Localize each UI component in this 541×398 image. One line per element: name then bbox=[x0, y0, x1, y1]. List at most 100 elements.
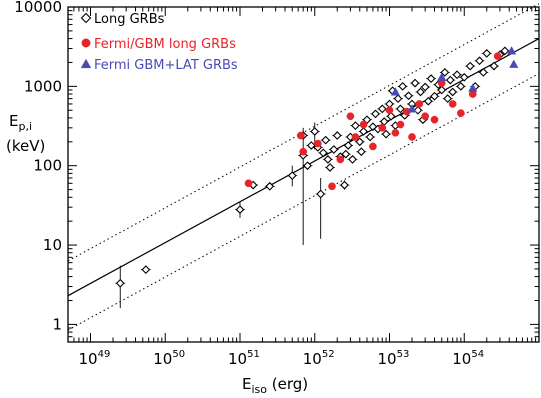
x-axis-title-main: E bbox=[242, 375, 251, 393]
long-grb-point bbox=[332, 131, 342, 140]
x-axis-title-sub: iso bbox=[251, 383, 267, 396]
long-grb-point bbox=[377, 104, 387, 114]
x-tick-base: 10 bbox=[303, 350, 322, 368]
fermi-gbm-point bbox=[396, 120, 405, 129]
fermi-lat-point bbox=[407, 104, 417, 113]
x-tick-label: 1049 bbox=[79, 349, 111, 368]
long-grb-point bbox=[500, 46, 510, 56]
fermi-gbm-point bbox=[391, 128, 400, 137]
legend-marker-triangle bbox=[80, 58, 92, 69]
fermi-gbm-point bbox=[456, 109, 465, 117]
fermi-lat-point bbox=[506, 46, 517, 55]
x-tick-label: 1051 bbox=[228, 349, 260, 368]
long-grb-point bbox=[235, 205, 245, 214]
long-grb-point bbox=[475, 56, 484, 66]
legend-marker-circle bbox=[81, 38, 91, 48]
long-grb-point bbox=[448, 87, 458, 97]
x-tick-exponent: 52 bbox=[322, 349, 335, 360]
fermi-gbm-point bbox=[378, 123, 387, 132]
long-grb-point bbox=[325, 163, 335, 172]
y-axis-title-unit: (keV) bbox=[6, 137, 45, 155]
long-grb-point bbox=[452, 70, 462, 80]
long-grb-point bbox=[423, 96, 433, 106]
legend-marker-diamond bbox=[80, 12, 92, 24]
fermi-gbm-point bbox=[351, 133, 360, 141]
long-grb-point bbox=[303, 161, 312, 171]
fermi-lat-point bbox=[390, 87, 401, 96]
y-tick-label: 1 bbox=[52, 315, 62, 333]
fermi-lat-point bbox=[509, 59, 519, 68]
long-grb-point bbox=[310, 127, 320, 136]
legend: Long GRBs Fermi/GBM long GRBs Fermi GBM+… bbox=[80, 12, 238, 73]
x-tick-exponent: 53 bbox=[397, 349, 410, 360]
fermi-gbm-point bbox=[328, 182, 336, 191]
long-grb-point bbox=[141, 265, 151, 275]
long-grb-point bbox=[404, 91, 413, 101]
long-grb-point bbox=[420, 82, 430, 92]
fermi-gbm-point bbox=[369, 142, 377, 151]
fermi-gbm-point bbox=[493, 52, 502, 61]
long-grb-point bbox=[329, 145, 339, 154]
x-tick-exponent: 51 bbox=[247, 349, 260, 360]
long-grb-point bbox=[386, 111, 396, 121]
legend-label-long-grbs: Long GRBs bbox=[94, 12, 165, 27]
fermi-gbm-point bbox=[385, 106, 394, 115]
x-tick-exponent: 50 bbox=[172, 349, 185, 360]
long-grb-point bbox=[456, 81, 466, 91]
y-tick-label: 1000 bbox=[24, 77, 62, 95]
x-tick-base: 10 bbox=[79, 350, 98, 368]
long-grb-point bbox=[341, 149, 351, 159]
y-axis-ticks: 1 10 100 1000 10000 bbox=[14, 0, 539, 343]
x-axis-title: Eiso (erg) bbox=[242, 375, 308, 396]
long-grb-point bbox=[393, 94, 403, 104]
fermi-gbm-point bbox=[299, 147, 308, 156]
long-grb-point bbox=[489, 61, 499, 71]
long-grb-point bbox=[465, 61, 475, 71]
legend-label-fermi-gbm: Fermi/GBM long GRBs bbox=[94, 37, 236, 52]
long-grb-point bbox=[368, 122, 378, 132]
x-tick-label: 1052 bbox=[303, 349, 335, 368]
long-grb-point bbox=[440, 67, 450, 77]
long-grb-point bbox=[416, 87, 425, 97]
x-axis-title-unit: (erg) bbox=[267, 375, 308, 393]
long-grb-point bbox=[371, 109, 380, 119]
long-grb-point bbox=[359, 127, 368, 136]
long-grb-point bbox=[478, 67, 488, 77]
long-grb-point bbox=[321, 135, 331, 145]
fermi-gbm-point bbox=[296, 131, 305, 140]
long-grb-point bbox=[482, 49, 492, 58]
x-tick-exponent: 49 bbox=[98, 349, 111, 360]
fermi-gbm-point bbox=[359, 120, 368, 129]
long-grb-point bbox=[410, 78, 420, 88]
long-grb-point bbox=[306, 141, 316, 150]
y-tick-label: 10000 bbox=[14, 0, 62, 16]
long-grb-point bbox=[381, 129, 391, 139]
fermi-gbm-point bbox=[346, 112, 355, 121]
fermi-gbm-point bbox=[313, 139, 322, 148]
long-grb-point bbox=[396, 104, 405, 114]
y-tick-label: 10 bbox=[43, 236, 62, 254]
long-grb-point bbox=[430, 91, 439, 101]
x-tick-base: 10 bbox=[228, 350, 247, 368]
fermi-gbm-point bbox=[408, 133, 416, 141]
long-grb-point bbox=[443, 94, 453, 104]
fermi-lat-point bbox=[437, 72, 447, 81]
long-grb-point bbox=[316, 189, 326, 199]
fermi-lat-point bbox=[468, 83, 478, 92]
x-tick-label: 1054 bbox=[452, 349, 484, 368]
fermi-gbm-point bbox=[415, 100, 424, 108]
svg-text:Ep,i: Ep,i bbox=[9, 112, 32, 133]
y-axis-title: Ep,i (keV) bbox=[6, 112, 45, 155]
long-grb-point bbox=[340, 180, 349, 190]
long-grb-point bbox=[115, 278, 125, 288]
x-tick-base: 10 bbox=[153, 350, 172, 368]
long-grb-point bbox=[348, 155, 357, 164]
legend-markers bbox=[80, 12, 92, 69]
fermi-gbm-point bbox=[336, 155, 345, 164]
long-grb-point bbox=[318, 148, 328, 158]
long-grb-point bbox=[365, 132, 375, 142]
y-axis-title-main: E bbox=[9, 112, 18, 130]
x-tick-exponent: 54 bbox=[471, 349, 484, 360]
fermi-gbm-point bbox=[244, 179, 253, 188]
